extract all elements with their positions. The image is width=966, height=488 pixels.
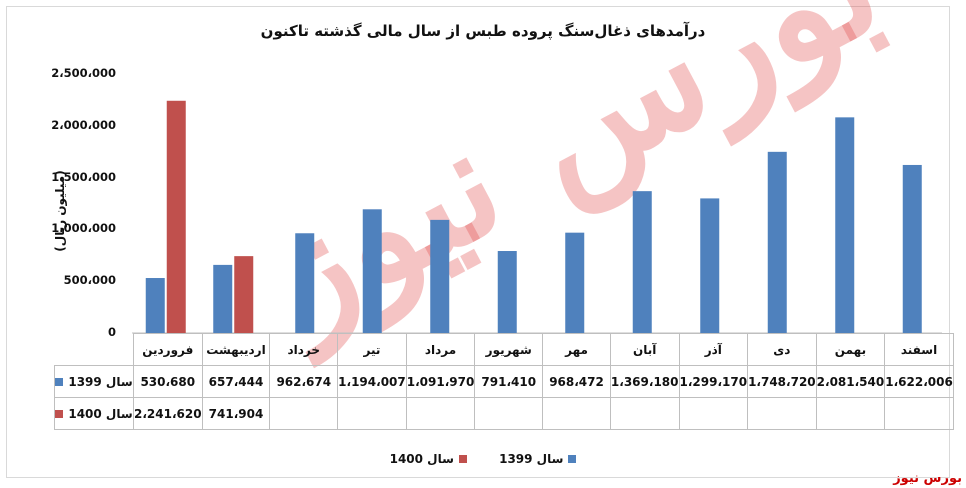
data-label: 2،241،620 — [133, 397, 203, 430]
table-row: سال 1400 2،241،620 741،904 — [54, 397, 954, 430]
data-label: 1،299،170 — [678, 365, 749, 398]
bar-1400 — [166, 100, 186, 334]
y-tick-label: 0 — [107, 325, 116, 339]
data-label — [884, 397, 954, 430]
y-tick-label: 2،500،000 — [51, 66, 116, 80]
data-label — [609, 397, 680, 430]
bar-1400 — [234, 256, 254, 333]
data-label — [678, 397, 749, 430]
data-label: 968،472 — [542, 365, 611, 398]
bar-1399 — [767, 151, 787, 333]
series-name: سال 1399 — [68, 374, 133, 389]
legend-item-1400: سال 1400 — [390, 452, 467, 466]
category-label: دی — [747, 333, 817, 366]
bar-1399 — [213, 264, 233, 333]
data-label: 962،674 — [269, 365, 339, 398]
bar-1399 — [565, 232, 585, 333]
data-label — [542, 397, 611, 430]
category-label: مرداد — [405, 333, 476, 366]
series-swatch — [55, 377, 64, 386]
legend: سال 1400 سال 1399 — [0, 452, 966, 466]
category-label: تیر — [337, 333, 407, 366]
bar-1399 — [430, 219, 450, 333]
data-label: 657،444 — [201, 365, 271, 398]
table-corner — [54, 333, 134, 366]
legend-label-1399: سال 1399 — [499, 452, 564, 466]
data-label: 1،748،720 — [747, 365, 817, 398]
legend-label-1400: سال 1400 — [389, 452, 454, 466]
series-name: سال 1400 — [68, 406, 133, 421]
data-label: 1،622،006 — [884, 365, 954, 398]
data-label: 741،904 — [201, 397, 271, 430]
data-label: 791،410 — [474, 365, 544, 398]
data-label — [474, 397, 544, 430]
bar-1399 — [835, 117, 855, 334]
data-label — [337, 397, 407, 430]
y-tick-label: 2،000،000 — [51, 117, 116, 132]
category-label: اسفند — [884, 333, 954, 366]
category-label: اردیبهشت — [201, 333, 271, 366]
bar-1399 — [902, 164, 922, 333]
category-label: بهمن — [815, 333, 886, 366]
bar-1399 — [145, 278, 165, 333]
bar-1399 — [362, 209, 382, 333]
data-label: 530،680 — [133, 365, 203, 398]
data-label — [815, 397, 886, 430]
category-label: مهر — [542, 333, 611, 366]
chart-title: درآمدهای ذغال‌سنگ پروده طبس از سال مالی … — [260, 22, 706, 40]
legend-swatch-1400 — [458, 455, 467, 463]
y-tick-label: 1،500،000 — [51, 169, 116, 184]
series-header: سال 1399 — [54, 365, 134, 398]
chart-frame — [6, 6, 950, 478]
y-tick-label: 1،000،000 — [51, 221, 116, 236]
data-label: 1،194،007 — [337, 365, 407, 398]
data-label: 1،369،180 — [609, 365, 680, 398]
table-row: سال 1399 530،680 657،444 962،674 1،194،007 1،… — [54, 365, 954, 398]
data-table: فروردین اردیبهشت خرداد تیر مرداد شهریور مهر آبا… — [54, 333, 954, 430]
y-tick-label: 500،000 — [63, 273, 116, 288]
data-label — [747, 397, 817, 430]
category-label: خرداد — [269, 333, 339, 366]
bar-1399 — [295, 233, 315, 333]
category-label: فروردین — [133, 333, 203, 366]
legend-item-1399: سال 1399 — [499, 452, 577, 466]
category-label: آذر — [678, 333, 749, 366]
series-header: سال 1400 — [54, 397, 134, 430]
table-header-row: فروردین اردیبهشت خرداد تیر مرداد شهریور مهر آبا… — [54, 333, 954, 366]
category-label: شهریور — [474, 333, 544, 366]
legend-swatch-1399 — [568, 455, 577, 463]
data-label: 2،081،540 — [815, 365, 886, 398]
source-label: بورس نیوز — [893, 471, 962, 486]
data-label: 1،091،970 — [405, 365, 476, 398]
category-label: آبان — [609, 333, 680, 366]
data-label — [405, 397, 476, 430]
bar-1399 — [497, 251, 517, 333]
series-swatch — [55, 409, 64, 418]
bar-1399 — [700, 198, 720, 333]
bar-1399 — [632, 191, 652, 333]
data-label — [269, 397, 339, 430]
